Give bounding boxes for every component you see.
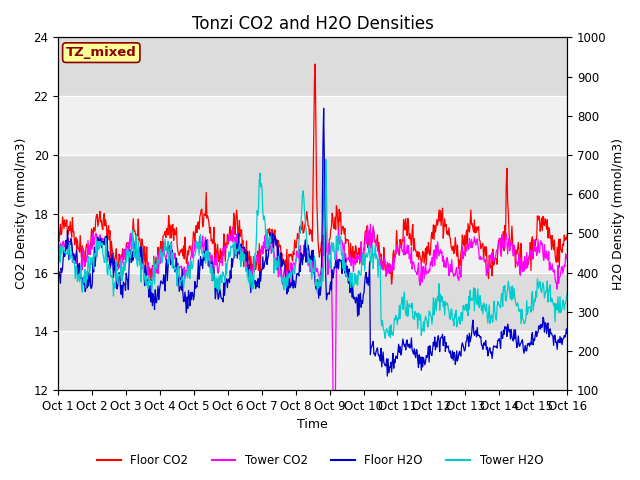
Floor H2O <box>390 357 398 363</box>
Floor CO2 <box>390 259 398 265</box>
Tower H2O <box>116 272 124 278</box>
Bar <box>58 331 567 390</box>
Floor CO2 <box>563 232 571 238</box>
Tower H2O <box>390 315 398 321</box>
Floor CO2 <box>375 240 383 245</box>
Tower CO2 <box>376 257 383 263</box>
Tower H2O <box>563 291 571 297</box>
Floor H2O <box>383 373 391 379</box>
Floor CO2 <box>54 237 62 242</box>
Tower CO2 <box>168 239 175 244</box>
Floor CO2 <box>168 235 175 240</box>
Floor H2O <box>116 273 124 278</box>
Text: TZ_mixed: TZ_mixed <box>66 46 137 59</box>
Legend: Floor CO2, Tower CO2, Floor H2O, Tower H2O: Floor CO2, Tower CO2, Floor H2O, Tower H… <box>92 449 548 472</box>
Tower CO2 <box>321 161 328 167</box>
Floor H2O <box>320 105 328 111</box>
Floor H2O <box>63 228 71 234</box>
Tower H2O <box>322 156 330 162</box>
Line: Tower CO2: Tower CO2 <box>58 164 567 480</box>
Tower CO2 <box>390 253 398 259</box>
Tower H2O <box>195 239 202 245</box>
Tower CO2 <box>63 251 71 256</box>
Title: Tonzi CO2 and H2O Densities: Tonzi CO2 and H2O Densities <box>192 15 434 33</box>
Line: Tower H2O: Tower H2O <box>58 159 567 338</box>
Tower CO2 <box>195 244 202 250</box>
Floor H2O <box>563 331 571 336</box>
Tower CO2 <box>116 265 124 271</box>
Line: Floor H2O: Floor H2O <box>58 108 567 376</box>
Line: Floor CO2: Floor CO2 <box>58 64 567 284</box>
Tower H2O <box>54 268 62 274</box>
Floor H2O <box>375 353 383 359</box>
Floor CO2 <box>388 281 396 287</box>
Tower CO2 <box>54 248 62 254</box>
Floor H2O <box>54 276 62 281</box>
Tower H2O <box>375 256 383 262</box>
Floor H2O <box>195 257 202 263</box>
Bar <box>58 96 567 155</box>
Floor CO2 <box>195 219 202 225</box>
Tower CO2 <box>563 253 571 259</box>
Bar <box>58 214 567 273</box>
Y-axis label: CO2 Density (mmol/m3): CO2 Density (mmol/m3) <box>15 138 28 289</box>
Tower H2O <box>63 246 71 252</box>
Floor CO2 <box>311 61 319 67</box>
X-axis label: Time: Time <box>298 419 328 432</box>
Y-axis label: H2O Density (mmol/m3): H2O Density (mmol/m3) <box>612 138 625 290</box>
Tower H2O <box>381 336 389 341</box>
Tower H2O <box>168 253 175 259</box>
Floor CO2 <box>116 255 124 261</box>
Floor CO2 <box>63 233 71 239</box>
Floor H2O <box>168 258 175 264</box>
